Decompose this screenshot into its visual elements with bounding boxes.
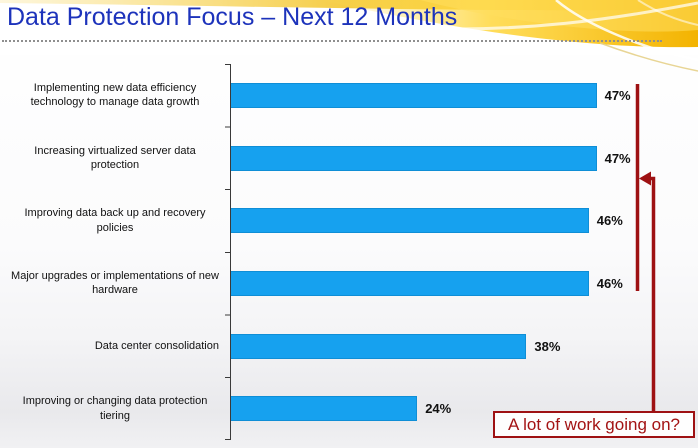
- category-label: Increasing virtualized server data prote…: [34, 144, 196, 171]
- value-label: 24%: [425, 401, 452, 417]
- title-divider: [2, 40, 662, 42]
- gold-swoosh-graphic: [0, 0, 698, 72]
- chart-row: Data center consolidation 38%: [0, 315, 698, 378]
- value-label: 46%: [596, 275, 623, 291]
- bar: [230, 396, 418, 422]
- value-label: 46%: [596, 213, 623, 229]
- annotation-callout: A lot of work going on?: [493, 411, 695, 438]
- bar: [230, 145, 597, 171]
- bar: [230, 208, 589, 234]
- bar-track: 24%: [230, 377, 451, 440]
- category-label: Data center consolidation: [94, 339, 219, 352]
- bar-track: 47%: [230, 64, 631, 127]
- bar-track: 38%: [230, 315, 560, 378]
- bar-track: 46%: [230, 252, 623, 315]
- chart-row: Major upgrades or implementations of new…: [0, 252, 698, 315]
- value-label: 47%: [604, 150, 631, 166]
- slide-title: Data Protection Focus – Next 12 Months: [7, 3, 458, 31]
- value-label: 47%: [604, 87, 631, 103]
- bar-track: 47%: [230, 127, 631, 190]
- chart-rows: Implementing new data efficiency technol…: [0, 64, 698, 440]
- category-label: Improving or changing data protection ti…: [22, 395, 208, 422]
- chart-row: Increasing virtualized server data prote…: [0, 127, 698, 190]
- chart-row: Improving or changing data protection ti…: [0, 377, 698, 440]
- bar: [230, 333, 527, 359]
- bar: [230, 82, 597, 108]
- category-label: Implementing new data efficiency technol…: [30, 82, 200, 109]
- bar: [230, 270, 589, 296]
- bar-track: 46%: [230, 189, 623, 252]
- category-label: Major upgrades or implementations of new…: [11, 270, 219, 297]
- value-label: 38%: [534, 338, 561, 354]
- category-label: Improving data back up and recovery poli…: [24, 207, 206, 234]
- slide-header: Data Protection Focus – Next 12 Months: [0, 0, 698, 72]
- chart-row: Improving data back up and recovery poli…: [0, 189, 698, 252]
- chart-row: Implementing new data efficiency technol…: [0, 64, 698, 127]
